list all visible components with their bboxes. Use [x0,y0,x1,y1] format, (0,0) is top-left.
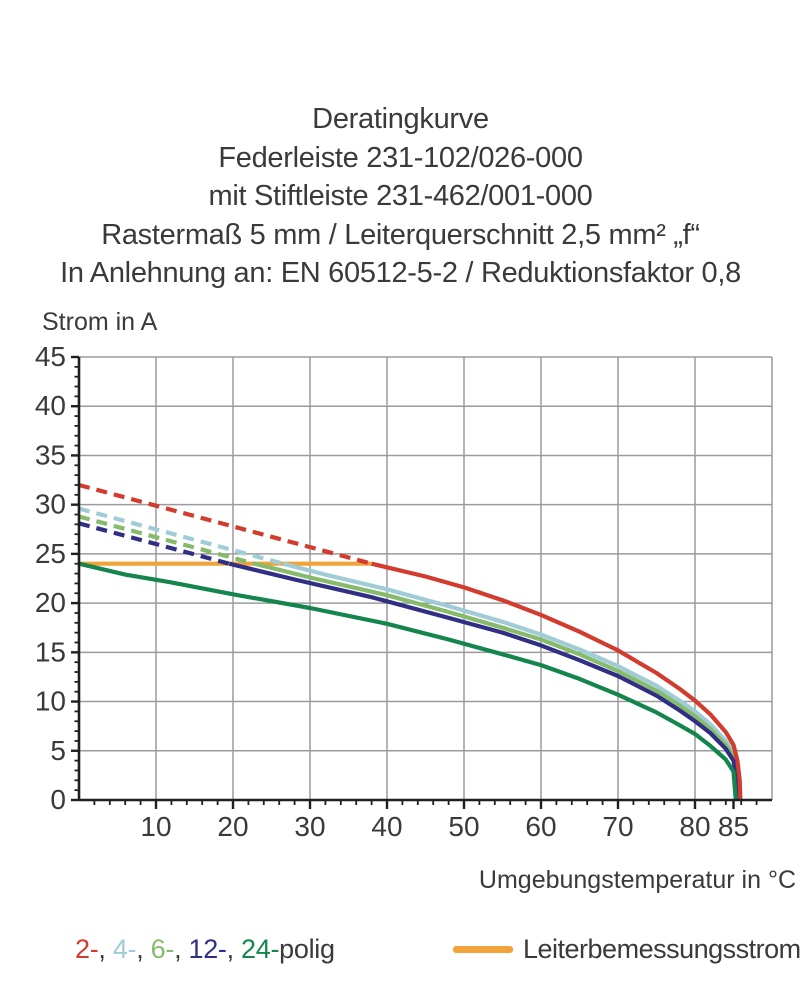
legend-pole-part: , [226,934,242,964]
curve-2-polig [371,561,743,801]
x-tick-label: 70 [602,811,633,842]
legend-pole-part: , [136,934,151,964]
curve-12-polig [228,561,741,801]
rated-current-line-swatch [453,946,513,953]
title-line-1: Deratingkurve [312,103,489,135]
legend-pole-part: 4- [112,934,137,964]
legend-pole-part: polig [279,934,335,964]
x-tick-label: 85 [718,811,749,842]
derating-line-chart: 10 20 30 40 50 60 70 80 85 0 5 10 15 20 25 30 35 40 45 [35,341,773,842]
x-tick-label: 60 [525,811,556,842]
legend-pole-part: 24- [241,934,280,964]
legend-pole-counts: 2-, 4-, 6-, 12-, 24-polig [75,934,335,965]
curve-6-polig [254,561,741,801]
x-tick-label: 80 [679,811,710,842]
legend-pole-part: 2- [75,934,99,964]
y-axis-label: Strom in A [42,308,158,336]
curve-24-polig [78,561,738,801]
x-tick-label: 50 [448,811,479,842]
title-line-2: Federleiste 231-102/026-000 [218,141,583,174]
legend-rated-current: Leiterbemessungsstrom [453,934,801,965]
y-tick-label: 30 [35,489,66,520]
y-tick-label: 25 [35,538,66,569]
y-tick-label: 20 [35,587,66,618]
x-tick-label: 30 [294,811,325,842]
curve-4-polig-erhoehter-bereich- [78,506,284,566]
curve-4-polig [282,561,741,801]
y-tick-label: 40 [35,390,66,421]
rated-current-label: Leiterbemessungsstrom [523,934,801,964]
curve-6-polig-erhoehter-bereich- [78,514,256,566]
legend-pole-part: , [98,934,113,964]
y-tick-label: 10 [35,686,66,717]
y-tick-label: 5 [50,735,66,766]
chart-title-block: Deratingkurve Federleiste 231-102/026-00… [0,100,801,293]
y-tick-label: 45 [35,341,66,372]
title-line-4: Rastermaß 5 mm / Leiterquerschnitt 2,5 m… [101,218,700,251]
x-axis-label: Umgebungstemperatur in °C [478,866,796,894]
title-line-3: mit Stiftleiste 231-462/001-000 [208,180,593,212]
title-line-5: In Anlehnung an: EN 60512-5-2 / Reduktio… [60,257,741,289]
legend-pole-part: , [174,934,189,964]
legend-pole-part: 6- [150,934,175,964]
x-tick-label: 20 [217,811,248,842]
y-tick-label: 35 [35,439,66,470]
y-tick-label: 0 [50,784,66,815]
x-tick-label: 10 [140,811,171,842]
legend-pole-part: 12- [188,934,227,964]
y-tick-label: 15 [35,636,66,667]
curve-2-polig-erhoehter-bereich- [78,482,373,566]
curve-12-polig-erhoehter-bereich- [78,521,230,566]
x-tick-label: 40 [371,811,402,842]
